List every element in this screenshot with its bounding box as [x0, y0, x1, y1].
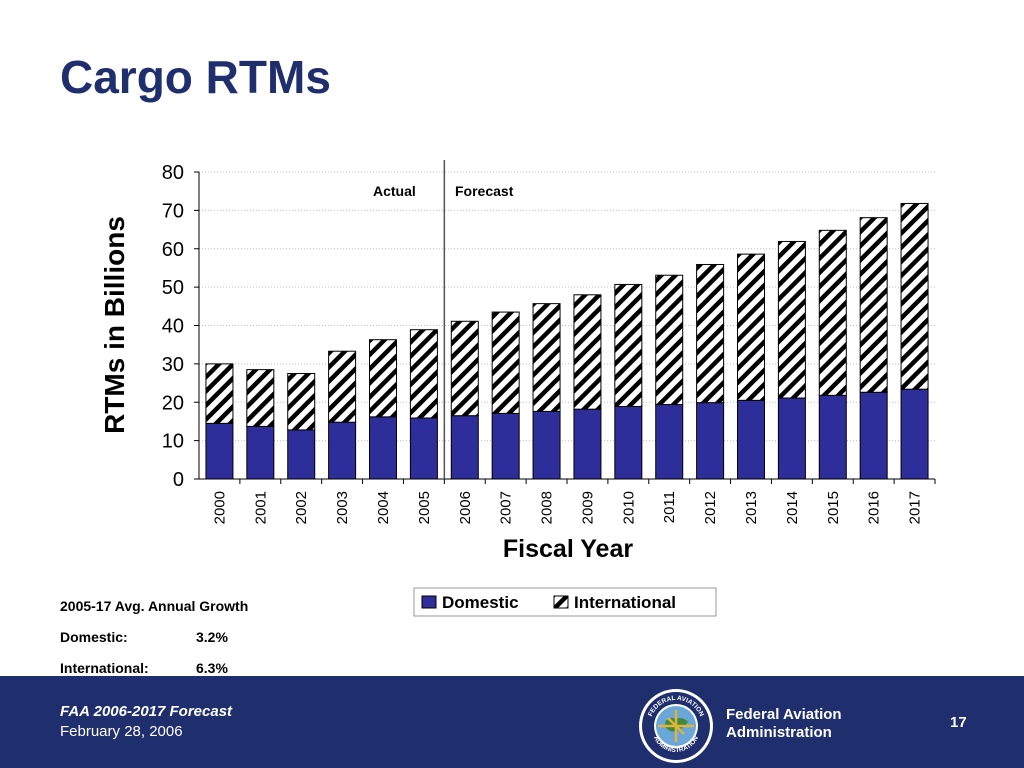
bar-domestic-2008	[532, 410, 561, 480]
y-tick-label: 20	[162, 392, 184, 414]
growth-domestic: Domestic: 3.2%	[60, 629, 228, 645]
bar-international-2000	[205, 363, 234, 424]
bar-domestic-2015	[818, 394, 847, 480]
x-tick-label: 2007	[498, 491, 515, 524]
y-tick-label: 40	[162, 316, 184, 338]
x-tick-label: 2002	[293, 491, 310, 524]
x-tick-label: 2014	[784, 491, 801, 524]
x-tick-label: 2000	[211, 491, 228, 524]
y-tick-label: 30	[162, 354, 184, 376]
growth-international-value: 6.3%	[196, 660, 228, 676]
bar-international-2002	[287, 372, 316, 431]
y-tick-label: 50	[162, 277, 184, 299]
legend: Domestic International	[413, 587, 717, 617]
bar-international-2009	[573, 294, 602, 410]
legend-swatch-domestic	[421, 595, 437, 609]
x-tick-label: 2003	[334, 491, 351, 524]
x-tick-label: 2008	[539, 491, 556, 524]
x-tick-label: 2013	[743, 491, 760, 524]
agency-name: Federal Aviation Administration	[726, 706, 876, 742]
bar-international-2007	[491, 311, 520, 414]
x-tick-label: 2016	[866, 491, 883, 524]
bar-international-2013	[737, 253, 765, 401]
bar-domestic-2000	[205, 422, 234, 480]
legend-label-domestic: Domestic	[442, 593, 519, 612]
bar-international-2010	[614, 283, 643, 407]
agency-name-line1: Federal Aviation	[726, 706, 842, 723]
bar-domestic-2013	[737, 399, 765, 480]
footer-date: February 28, 2006	[60, 723, 183, 740]
bar-international-2001	[246, 369, 275, 427]
x-tick-label: 2010	[620, 491, 637, 524]
bar-domestic-2014	[777, 397, 806, 480]
actual-annotation: Actual	[373, 183, 416, 199]
legend-swatch-international	[553, 595, 569, 609]
forecast-annotation: Forecast	[455, 183, 514, 199]
faa-seal-logo: FEDERAL AVIATION ADMINISTRATION	[639, 689, 713, 763]
bar-domestic-2011	[655, 404, 684, 480]
bar-domestic-2005	[409, 417, 438, 480]
growth-heading: 2005-17 Avg. Annual Growth	[60, 598, 249, 614]
footer-bar: FAA 2006-2017 Forecast February 28, 2006…	[0, 676, 1024, 768]
bar-domestic-2010	[614, 405, 643, 480]
bar-international-2004	[369, 339, 397, 418]
bar-international-2014	[777, 240, 806, 399]
bar-domestic-2001	[246, 425, 275, 480]
bar-international-2008	[532, 303, 561, 412]
bar-domestic-2002	[287, 429, 316, 480]
x-tick-label: 2009	[579, 491, 596, 524]
growth-domestic-label: Domestic:	[60, 629, 128, 645]
legend-label-international: International	[574, 593, 676, 612]
bar-domestic-2016	[859, 391, 888, 480]
x-tick-label: 2001	[252, 491, 269, 524]
x-tick-label: 2017	[907, 491, 924, 524]
x-tick-label: 2011	[661, 491, 678, 523]
x-tick-label: 2006	[457, 491, 474, 524]
bar-domestic-2006	[450, 415, 479, 480]
slide-title: Cargo RTMs	[60, 51, 331, 103]
bar-international-2012	[696, 263, 725, 404]
y-tick-label: 10	[162, 431, 184, 453]
y-tick-label: 70	[162, 200, 184, 222]
bar-domestic-2012	[696, 402, 725, 480]
bar-domestic-2004	[369, 416, 397, 480]
growth-international: International: 6.3%	[60, 660, 228, 676]
footer-title: FAA 2006-2017 Forecast	[60, 703, 233, 720]
x-tick-label: 2004	[375, 491, 392, 524]
bar-international-2006	[450, 320, 479, 417]
y-tick-label: 60	[162, 239, 184, 261]
bar-international-2016	[859, 217, 888, 393]
bar-domestic-2003	[328, 421, 357, 480]
x-tick-label: 2012	[702, 491, 719, 524]
bar-international-2005	[409, 329, 438, 419]
bar-international-2003	[328, 350, 357, 423]
bar-international-2011	[655, 274, 684, 406]
bar-domestic-2007	[491, 412, 520, 480]
growth-international-label: International:	[60, 660, 149, 676]
x-axis-label: Fiscal Year	[503, 535, 633, 563]
bar-international-2017	[900, 202, 929, 390]
agency-name-line2: Administration	[726, 724, 832, 741]
y-axis-label: RTMs in Billions	[99, 216, 130, 434]
bar-international-2015	[818, 229, 847, 396]
bar-domestic-2009	[573, 408, 602, 480]
cargo-rtms-chart: 0 10 20 30 40 50 60 70 80 2000 2001 2002 2003 2004 200…	[99, 160, 936, 617]
x-tick-label: 2005	[416, 491, 433, 524]
y-tick-label: 0	[173, 469, 184, 491]
page-number: 17	[950, 714, 967, 731]
growth-domestic-value: 3.2%	[196, 629, 228, 645]
x-tick-label: 2015	[825, 491, 842, 524]
y-tick-label: 80	[162, 162, 184, 184]
bar-domestic-2017	[900, 388, 929, 480]
